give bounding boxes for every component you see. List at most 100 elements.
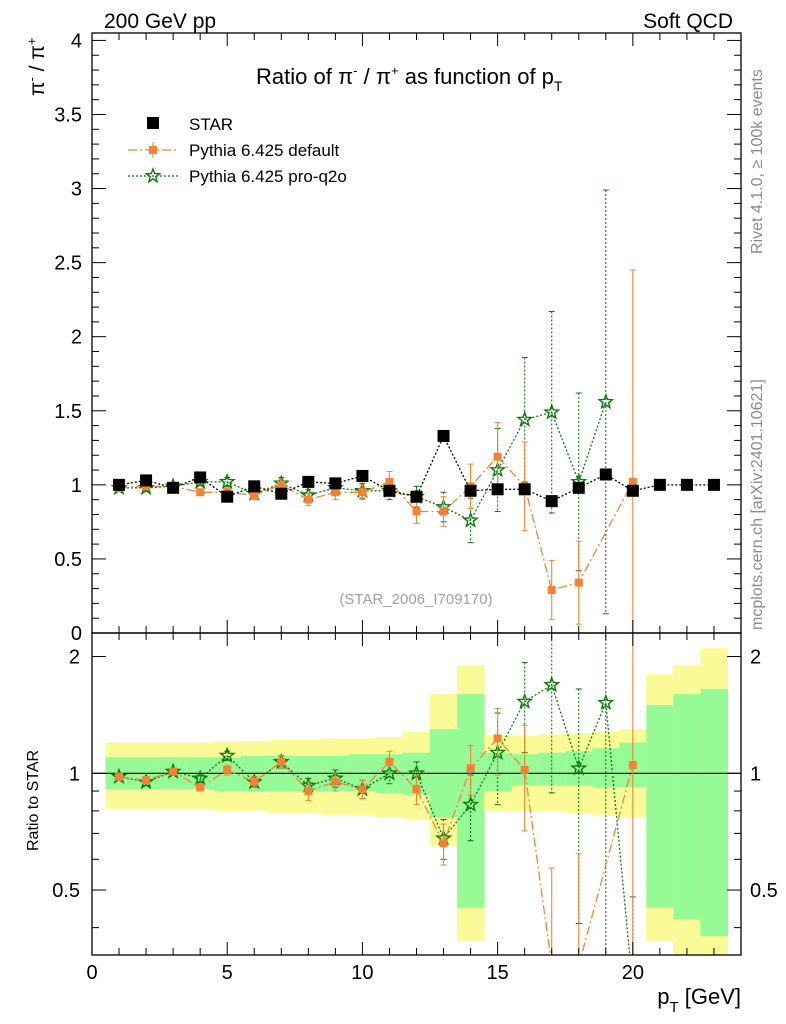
ratio-proq2o-point	[597, 693, 615, 711]
ratio-default-point	[385, 757, 394, 766]
ratio-y-tick-label: 1	[69, 763, 80, 785]
proq2o-point	[218, 472, 236, 490]
star-point	[167, 481, 180, 494]
chart-title: Ratio of π- / π+ as function of pT	[256, 63, 563, 94]
header-left: 200 GeV pp	[104, 10, 216, 33]
default-point	[493, 452, 502, 461]
ratio-proq2o-point	[516, 692, 534, 709]
star-point	[329, 477, 342, 490]
x-tick-label: 5	[222, 962, 233, 984]
band-inner	[673, 694, 701, 920]
default-point	[358, 488, 367, 497]
default-point	[250, 491, 259, 500]
main-y-tick-label: 1	[71, 475, 82, 497]
star-point	[545, 495, 558, 508]
ratio-default-point	[575, 961, 583, 969]
star-point	[410, 490, 423, 503]
ratio-default-point	[520, 765, 529, 774]
default-point	[277, 480, 286, 489]
ratio-default-point	[115, 772, 124, 781]
ratio-y-tick-label: 0.5	[52, 880, 80, 902]
star-point	[356, 469, 369, 482]
analysis-id-watermark: (STAR_2006_I709170)	[339, 591, 492, 608]
ratio-default-point	[548, 961, 556, 969]
default-point	[331, 488, 340, 497]
ratio-default-point	[439, 839, 448, 848]
star-point	[518, 483, 531, 496]
ratio-default-point	[250, 777, 259, 786]
proq2o-point	[543, 403, 561, 420]
ratio-proq2o-point	[543, 675, 561, 693]
main-y-axis-label: π- / π+	[24, 38, 49, 96]
default-point	[385, 477, 394, 486]
ratio-y-tick-label-right: 0.5	[750, 880, 778, 902]
star-point	[194, 471, 207, 484]
main-y-tick-label: 4	[71, 30, 82, 52]
ratio-default-point	[223, 765, 232, 774]
ratio-default-point	[412, 785, 421, 794]
ratio-default-point	[169, 767, 178, 776]
star-point	[302, 475, 315, 488]
main-y-tick-label: 2	[71, 327, 82, 349]
ratio-proq2o-series-line	[118, 683, 631, 955]
axes: 0 5 10 15 20 0 0.5 1 1.5 2 2.5 3 3.5 4 0.5 0.5 1 1 2 2	[52, 30, 778, 984]
star-point	[248, 480, 261, 493]
default-point	[439, 507, 448, 516]
proq2o-point	[461, 511, 480, 528]
rivet-version-label: Rivet 4.1.0, ≥ 100k events	[749, 69, 766, 254]
legend: STAR Pythia 6.425 default Pythia 6.425 p…	[128, 115, 347, 186]
ratio-proq2o-point	[191, 769, 209, 786]
ratio-default-point	[142, 776, 151, 785]
proq2o-point	[516, 410, 534, 427]
band-inner	[565, 751, 593, 786]
ratio-y-axis-label: Ratio to STAR	[25, 750, 42, 851]
star-point	[275, 487, 288, 500]
star-point	[113, 478, 126, 491]
default-point	[574, 578, 583, 587]
ratio-default-point	[628, 761, 637, 770]
x-tick-label: 15	[487, 962, 509, 984]
ratio-default-point	[493, 734, 502, 743]
band-inner	[700, 688, 728, 937]
ratio-default-point	[304, 787, 313, 796]
main-y-tick-label: 0.5	[54, 549, 82, 571]
ratio-y-tick-label-right: 1	[750, 763, 761, 785]
star-point	[383, 484, 396, 497]
star-point	[599, 468, 612, 481]
star-point	[464, 484, 477, 497]
star-point	[140, 474, 153, 487]
star-point	[626, 484, 639, 497]
mcplots-label: mcplots.cern.ch [arXiv:2401.10621]	[749, 379, 766, 630]
ratio-proq2o-point	[218, 746, 236, 764]
default-point	[304, 495, 313, 504]
ratio-proq2o-point	[570, 759, 588, 776]
ratio-default-point	[196, 783, 205, 792]
star-point	[572, 481, 585, 494]
default-point	[628, 477, 637, 486]
main-y-tick-label: 2.5	[54, 253, 82, 275]
legend-label-star: STAR	[189, 115, 233, 134]
star-point	[707, 478, 720, 491]
ratio-default-point	[358, 785, 367, 794]
main-panel	[110, 189, 720, 633]
x-tick-label: 0	[86, 962, 97, 984]
ratio-proq2o-point	[461, 795, 480, 812]
main-y-tick-label: 3.5	[54, 104, 82, 126]
star-point	[680, 478, 693, 491]
header-right: Soft QCD	[643, 10, 733, 33]
ratio-proq2o-point	[380, 764, 398, 781]
default-point	[547, 586, 556, 595]
default-point	[196, 488, 205, 497]
x-tick-label: 10	[351, 962, 373, 984]
star-point	[437, 429, 450, 442]
main-y-tick-label: 1.5	[54, 401, 82, 423]
legend-marker-proq2o	[144, 166, 162, 184]
ratio-default-point	[331, 777, 340, 786]
star-point	[491, 483, 504, 496]
band-inner	[646, 704, 674, 908]
star-point	[653, 478, 666, 491]
x-tick-label: 20	[622, 962, 644, 984]
x-axis-label: pT [GeV]	[657, 984, 741, 1016]
default-point	[412, 507, 421, 516]
